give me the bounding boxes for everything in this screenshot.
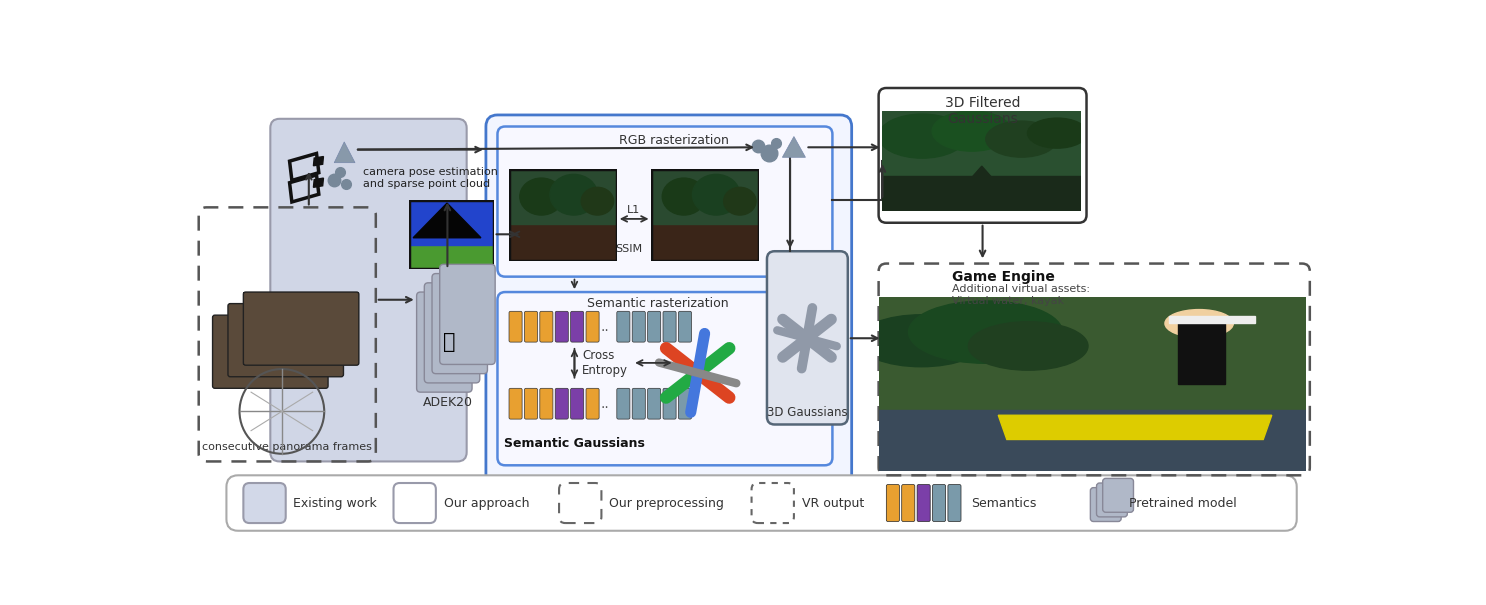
FancyBboxPatch shape bbox=[571, 312, 584, 342]
FancyBboxPatch shape bbox=[226, 476, 1297, 531]
FancyBboxPatch shape bbox=[270, 119, 467, 462]
Text: 🔒: 🔒 bbox=[443, 332, 456, 352]
FancyBboxPatch shape bbox=[632, 312, 645, 342]
FancyBboxPatch shape bbox=[498, 292, 832, 465]
FancyBboxPatch shape bbox=[498, 126, 832, 276]
FancyBboxPatch shape bbox=[510, 312, 522, 342]
FancyBboxPatch shape bbox=[648, 312, 661, 342]
FancyBboxPatch shape bbox=[556, 388, 568, 419]
FancyBboxPatch shape bbox=[244, 292, 358, 365]
FancyBboxPatch shape bbox=[416, 292, 473, 392]
Polygon shape bbox=[314, 157, 324, 166]
FancyBboxPatch shape bbox=[679, 312, 691, 342]
FancyBboxPatch shape bbox=[212, 315, 328, 388]
Text: Semantics: Semantics bbox=[970, 497, 1036, 509]
FancyBboxPatch shape bbox=[617, 388, 630, 419]
FancyBboxPatch shape bbox=[510, 388, 522, 419]
FancyBboxPatch shape bbox=[571, 388, 584, 419]
FancyBboxPatch shape bbox=[902, 485, 915, 522]
FancyBboxPatch shape bbox=[1103, 479, 1134, 512]
Text: Existing work: Existing work bbox=[293, 497, 377, 509]
FancyBboxPatch shape bbox=[632, 388, 645, 419]
FancyBboxPatch shape bbox=[227, 304, 343, 377]
FancyBboxPatch shape bbox=[525, 312, 538, 342]
Text: Game Engine: Game Engine bbox=[951, 270, 1055, 284]
FancyBboxPatch shape bbox=[394, 483, 435, 523]
Text: Semantic rasterization: Semantic rasterization bbox=[587, 298, 728, 310]
Text: camera pose estimation
and sparse point cloud: camera pose estimation and sparse point … bbox=[363, 168, 498, 189]
Text: 3D Gaussians: 3D Gaussians bbox=[767, 406, 847, 419]
Text: Semantic Gaussians: Semantic Gaussians bbox=[504, 437, 645, 450]
Text: L1: L1 bbox=[627, 205, 640, 215]
Text: Additional virtual assets:
Virtual water, kayak: Additional virtual assets: Virtual water… bbox=[951, 284, 1089, 306]
Text: Cross
Entropy: Cross Entropy bbox=[583, 349, 629, 377]
FancyBboxPatch shape bbox=[486, 115, 851, 492]
FancyBboxPatch shape bbox=[525, 388, 538, 419]
FancyBboxPatch shape bbox=[948, 485, 961, 522]
Text: consecutive panorama frames: consecutive panorama frames bbox=[202, 442, 372, 452]
Text: Our approach: Our approach bbox=[443, 497, 529, 509]
Text: SSIM: SSIM bbox=[615, 244, 642, 253]
Text: ADEK20: ADEK20 bbox=[422, 396, 473, 409]
Polygon shape bbox=[782, 137, 805, 157]
FancyBboxPatch shape bbox=[585, 388, 599, 419]
Text: 3D Filtered
Gaussians: 3D Filtered Gaussians bbox=[945, 96, 1021, 126]
FancyBboxPatch shape bbox=[617, 312, 630, 342]
FancyBboxPatch shape bbox=[886, 485, 899, 522]
FancyBboxPatch shape bbox=[679, 388, 691, 419]
FancyBboxPatch shape bbox=[432, 273, 487, 374]
FancyBboxPatch shape bbox=[244, 483, 285, 523]
Text: Pretrained model: Pretrained model bbox=[1129, 497, 1236, 509]
FancyBboxPatch shape bbox=[663, 388, 676, 419]
Text: Our preprocessing: Our preprocessing bbox=[609, 497, 724, 509]
FancyBboxPatch shape bbox=[663, 312, 676, 342]
Polygon shape bbox=[334, 142, 355, 163]
FancyBboxPatch shape bbox=[878, 88, 1086, 223]
FancyBboxPatch shape bbox=[1097, 483, 1128, 517]
FancyBboxPatch shape bbox=[917, 485, 930, 522]
FancyBboxPatch shape bbox=[425, 283, 480, 383]
FancyBboxPatch shape bbox=[767, 251, 849, 425]
FancyBboxPatch shape bbox=[440, 264, 495, 364]
Text: RGB rasterization: RGB rasterization bbox=[618, 134, 728, 147]
FancyBboxPatch shape bbox=[933, 485, 945, 522]
FancyBboxPatch shape bbox=[539, 312, 553, 342]
FancyBboxPatch shape bbox=[585, 312, 599, 342]
FancyBboxPatch shape bbox=[556, 312, 568, 342]
Text: ..: .. bbox=[600, 319, 609, 334]
Text: ..: .. bbox=[600, 397, 609, 411]
Text: VR output: VR output bbox=[801, 497, 863, 509]
FancyBboxPatch shape bbox=[539, 388, 553, 419]
Polygon shape bbox=[314, 178, 324, 188]
FancyBboxPatch shape bbox=[1091, 488, 1120, 522]
FancyBboxPatch shape bbox=[648, 388, 661, 419]
